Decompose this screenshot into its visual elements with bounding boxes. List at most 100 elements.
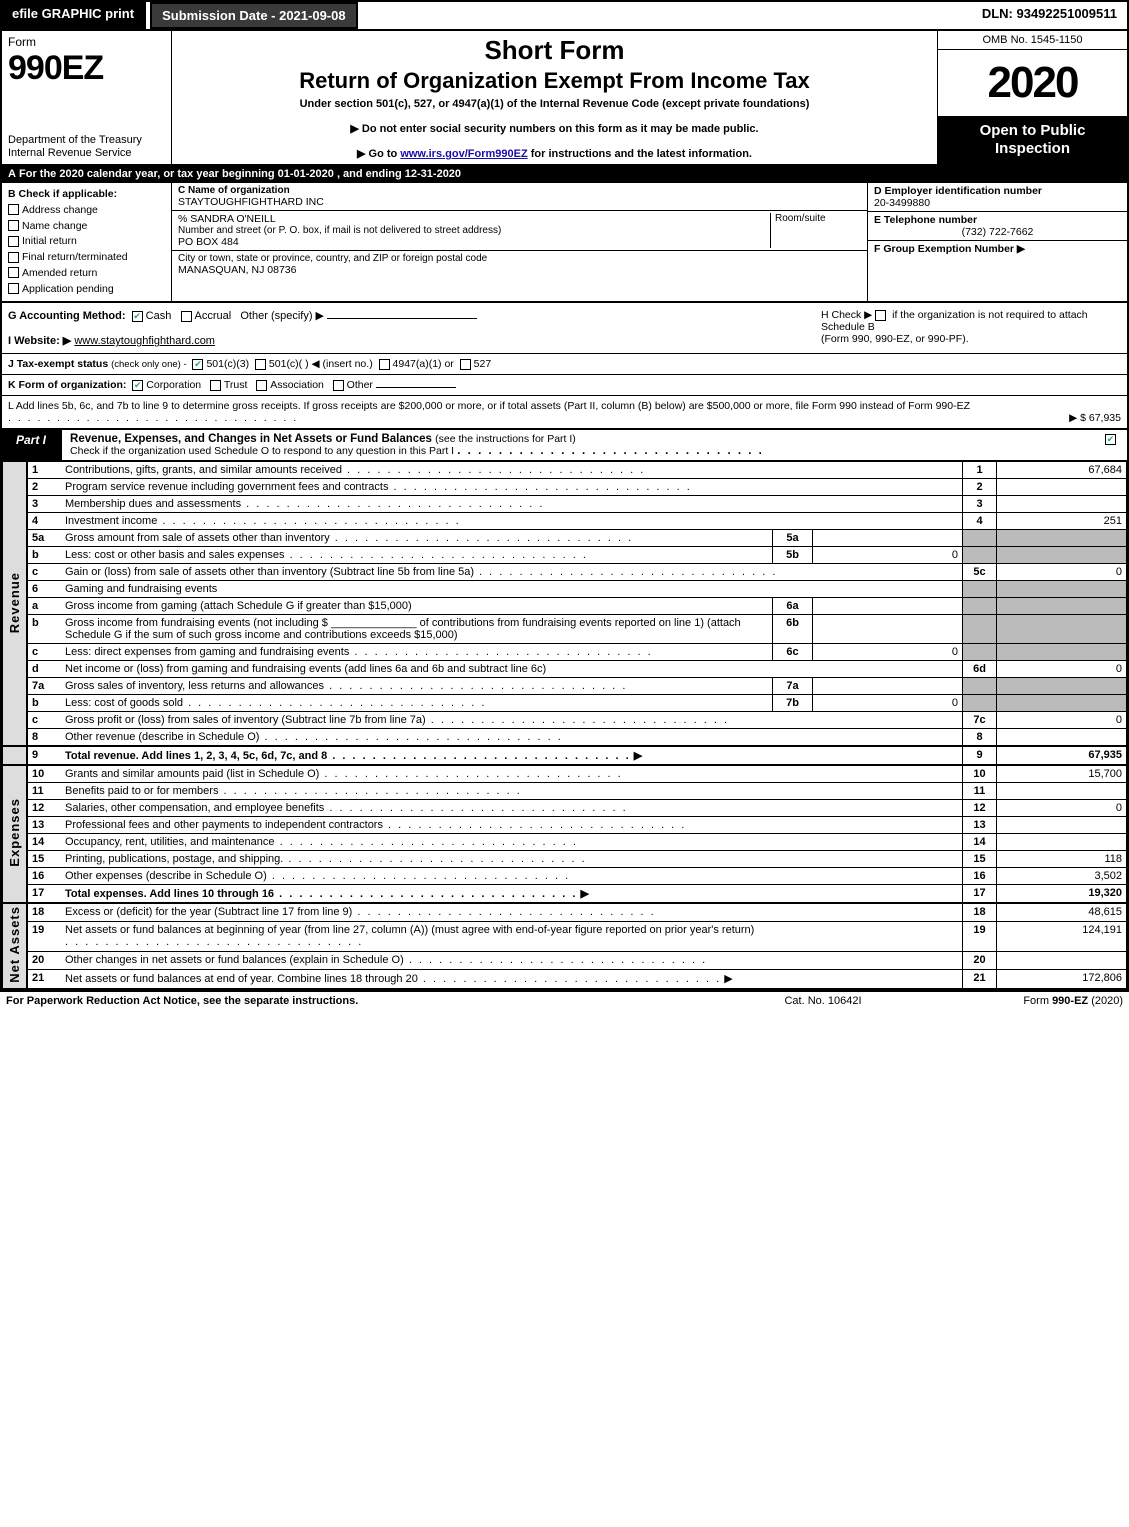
- checkbox-name-change[interactable]: [8, 220, 19, 231]
- col-d-e-f: D Employer identification number 20-3499…: [867, 183, 1127, 301]
- shade: [997, 678, 1127, 695]
- checkbox-application-pending[interactable]: [8, 283, 19, 294]
- row-rval: 3,502: [997, 868, 1127, 885]
- part-1-table: Revenue 1 Contributions, gifts, grants, …: [2, 461, 1127, 990]
- shade: [997, 644, 1127, 661]
- row-desc: Program service revenue including govern…: [61, 479, 963, 496]
- row-innum: 5b: [773, 547, 813, 564]
- checkbox-association[interactable]: [256, 380, 267, 391]
- row-inval: 0: [813, 695, 963, 712]
- row-desc: Gaming and fundraising events: [61, 581, 963, 598]
- row-innum: 7b: [773, 695, 813, 712]
- phone-value: (732) 722-7662: [874, 226, 1121, 238]
- phone-label: E Telephone number: [874, 214, 977, 226]
- row-rval: 0: [997, 564, 1127, 581]
- row-inval: [813, 530, 963, 547]
- row-rval: 0: [997, 712, 1127, 729]
- line-g: G Accounting Method: Cash Accrual Other …: [8, 309, 821, 347]
- row-num: 14: [27, 834, 61, 851]
- shade: [963, 598, 997, 615]
- checkbox-address-change[interactable]: [8, 204, 19, 215]
- line-g-h: G Accounting Method: Cash Accrual Other …: [2, 303, 1127, 354]
- j-note: (check only one) -: [111, 359, 187, 370]
- row-inval: [813, 615, 963, 644]
- row-num: 21: [27, 970, 61, 989]
- k-other-input[interactable]: [376, 387, 456, 388]
- ein-value: 20-3499880: [874, 197, 930, 209]
- row-rval: 67,684: [997, 462, 1127, 479]
- row-rnum: 7c: [963, 712, 997, 729]
- row-rnum: 21: [963, 970, 997, 989]
- checkbox-527[interactable]: [460, 359, 471, 370]
- row-desc: Gain or (loss) from sale of assets other…: [61, 564, 963, 581]
- row-num: 12: [27, 800, 61, 817]
- j-opt-2: 4947(a)(1) or: [393, 358, 454, 370]
- k-label: K Form of organization:: [8, 379, 126, 391]
- row-desc: Membership dues and assessments: [61, 496, 963, 513]
- checkbox-trust[interactable]: [210, 380, 221, 391]
- row-desc: Occupancy, rent, utilities, and maintena…: [61, 834, 963, 851]
- org-name: STAYTOUGHFIGHTHARD INC: [178, 196, 861, 208]
- part-1-tab: Part I: [2, 430, 62, 460]
- col-b: B Check if applicable: Address change Na…: [2, 183, 172, 301]
- row-innum: 7a: [773, 678, 813, 695]
- row-rnum: 16: [963, 868, 997, 885]
- checkbox-h[interactable]: [875, 310, 886, 321]
- l-text: L Add lines 5b, 6c, and 7b to line 9 to …: [8, 400, 970, 412]
- row-desc: Net assets or fund balances at beginning…: [61, 922, 963, 952]
- form-page: efile GRAPHIC print Submission Date - 20…: [0, 0, 1129, 992]
- checkbox-final-return[interactable]: [8, 252, 19, 263]
- shade: [963, 581, 997, 598]
- g-other-input[interactable]: [327, 318, 477, 319]
- efile-print-button[interactable]: efile GRAPHIC print: [2, 2, 146, 29]
- row-rnum: 9: [963, 746, 997, 765]
- row-desc: Net income or (loss) from gaming and fun…: [61, 661, 963, 678]
- row-rval: 15,700: [997, 765, 1127, 783]
- row-rnum: 10: [963, 765, 997, 783]
- line-j: J Tax-exempt status (check only one) - 5…: [2, 354, 1127, 375]
- checkbox-corporation[interactable]: [132, 380, 143, 391]
- group-exemption-label: F Group Exemption Number ▶: [874, 243, 1025, 255]
- row-rnum: 1: [963, 462, 997, 479]
- irs-link[interactable]: www.irs.gov/Form990EZ: [400, 148, 527, 160]
- checkbox-schedule-o[interactable]: [1105, 434, 1116, 445]
- checkbox-501c3[interactable]: [192, 359, 203, 370]
- row-rval: 124,191: [997, 922, 1127, 952]
- checkbox-501c[interactable]: [255, 359, 266, 370]
- header-left: Form 990EZ Department of the Treasury In…: [2, 31, 172, 164]
- lbl-address-change: Address change: [22, 204, 98, 216]
- row-rval: 118: [997, 851, 1127, 868]
- period-text: For the 2020 calendar year, or tax year …: [19, 168, 461, 180]
- line-l: L Add lines 5b, 6c, and 7b to line 9 to …: [2, 396, 1127, 430]
- row-rnum: 3: [963, 496, 997, 513]
- name-label: C Name of organization: [178, 185, 290, 196]
- row-num: 5a: [27, 530, 61, 547]
- shade: [963, 678, 997, 695]
- row-rval: 19,320: [997, 885, 1127, 904]
- row-rval: 67,935: [997, 746, 1127, 765]
- col-b-header: B Check if applicable:: [8, 188, 117, 200]
- row-rnum: 12: [963, 800, 997, 817]
- row-num: 4: [27, 513, 61, 530]
- row-desc: Investment income: [61, 513, 963, 530]
- row-inval: 0: [813, 547, 963, 564]
- checkbox-amended-return[interactable]: [8, 267, 19, 278]
- checkbox-initial-return[interactable]: [8, 236, 19, 247]
- k-opt-2: Association: [270, 379, 324, 391]
- row-rval: [997, 817, 1127, 834]
- checkbox-accrual[interactable]: [181, 311, 192, 322]
- addr-label: Number and street (or P. O. box, if mail…: [178, 225, 766, 236]
- checkbox-cash[interactable]: [132, 311, 143, 322]
- checkbox-4947[interactable]: [379, 359, 390, 370]
- row-num: a: [27, 598, 61, 615]
- row-rval: 0: [997, 800, 1127, 817]
- g-accrual: Accrual: [195, 310, 232, 322]
- checkbox-other[interactable]: [333, 380, 344, 391]
- dots: [8, 412, 298, 424]
- lbl-application-pending: Application pending: [22, 283, 114, 295]
- footer-left: For Paperwork Reduction Act Notice, see …: [6, 995, 723, 1007]
- website-value[interactable]: www.staytoughfighthard.com: [74, 335, 215, 347]
- form-number: 990EZ: [8, 49, 103, 87]
- row-rval: [997, 729, 1127, 747]
- row-rnum: 20: [963, 952, 997, 970]
